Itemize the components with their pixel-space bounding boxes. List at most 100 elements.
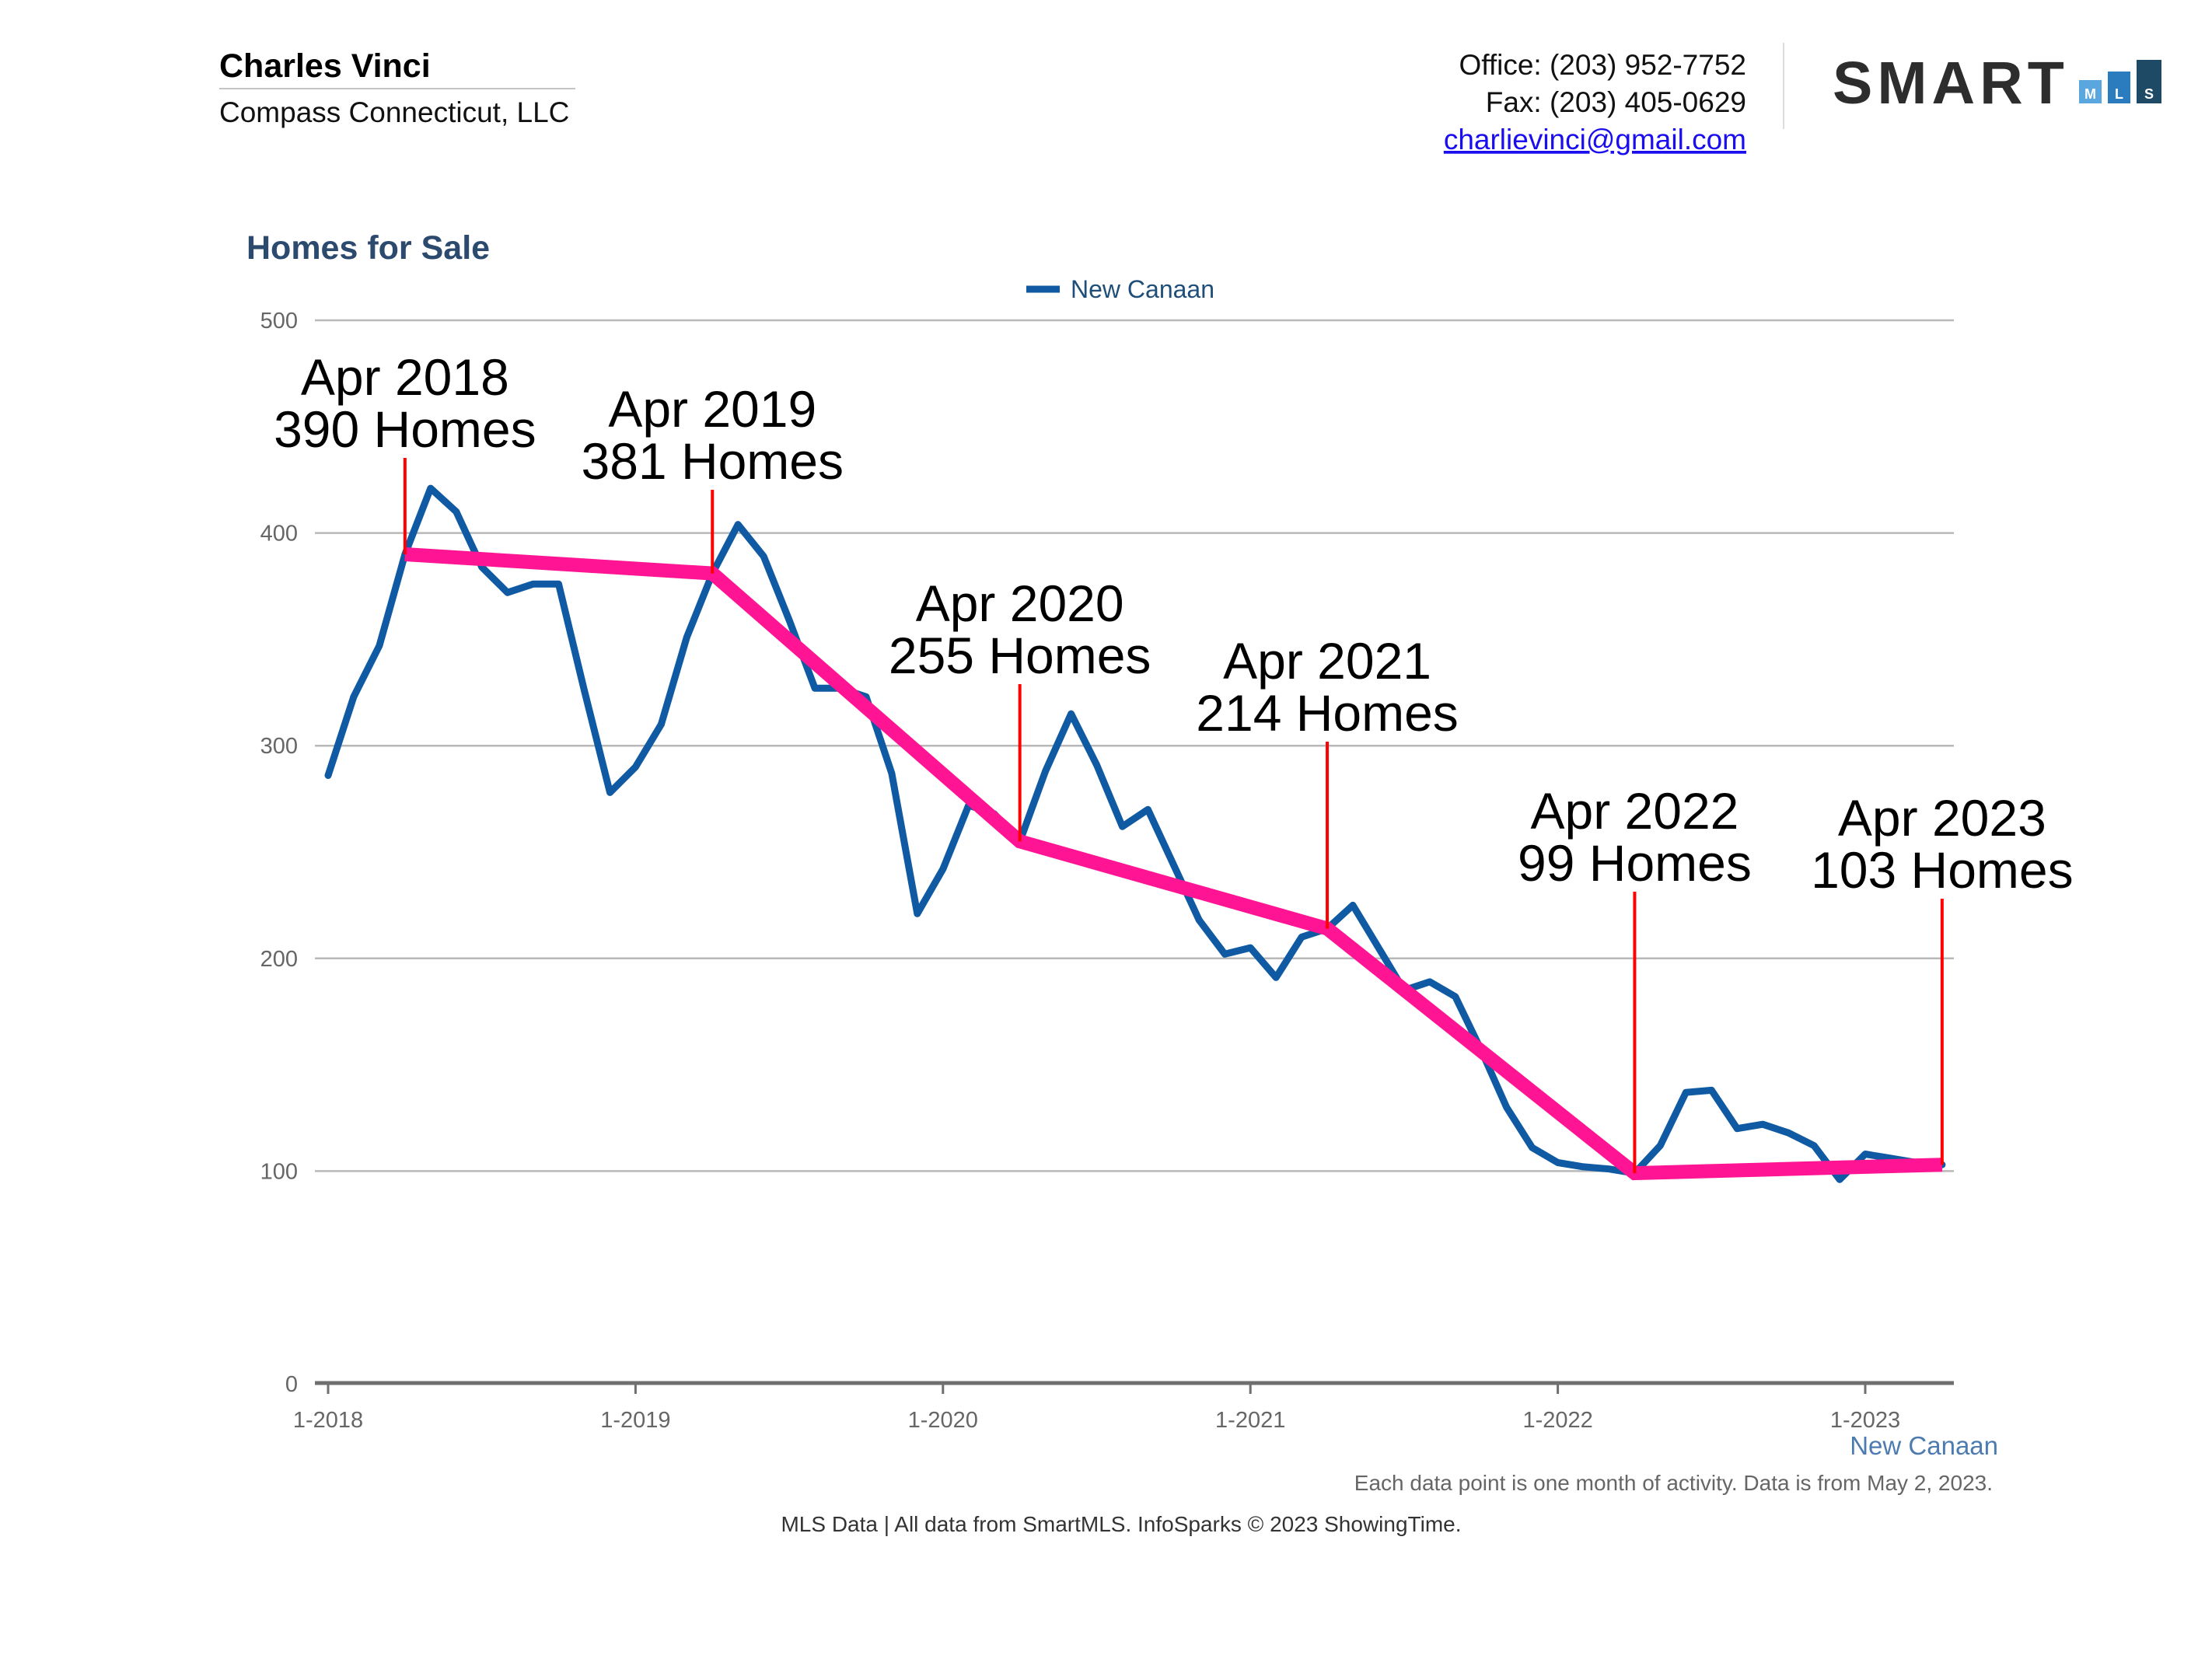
data-point	[1452, 994, 1459, 1000]
data-point	[1683, 1089, 1690, 1096]
data-point	[555, 581, 562, 588]
x-tick-label: 1-2022	[1522, 1408, 1592, 1433]
data-point	[1836, 1176, 1843, 1183]
y-tick-label: 500	[260, 309, 298, 334]
data-point	[658, 721, 665, 728]
data-point	[1144, 806, 1151, 813]
data-point	[1811, 1142, 1818, 1149]
annotation-date-label: Apr 2019	[608, 380, 816, 438]
data-point	[1221, 951, 1228, 958]
data-footnote: Each data point is one month of activity…	[1354, 1471, 1993, 1495]
chart-title: Homes for Sale	[246, 229, 490, 267]
data-point	[1196, 917, 1203, 924]
annotation-date-label: Apr 2022	[1531, 782, 1739, 840]
data-point	[376, 642, 383, 649]
logo-letter-l: L	[2115, 86, 2123, 102]
data-point	[1350, 902, 1356, 909]
x-axis: 1-2018 1-2019 1-2020 1-2021 1-2022 1-2023	[293, 1381, 1954, 1433]
logo-box-l	[2108, 72, 2130, 103]
x-tick-label: 1-2023	[1830, 1408, 1900, 1433]
series-line-new-canaan	[324, 484, 1946, 1183]
annotation-date-label: Apr 2018	[301, 348, 509, 406]
data-point	[786, 616, 793, 623]
data-point	[529, 581, 536, 588]
y-tick-label: 300	[260, 734, 298, 759]
x-axis-series-label: New Canaan	[1850, 1431, 1998, 1460]
logo-wordmark: SMART	[1833, 50, 2069, 117]
contact-block: Office: (203) 952-7752 Fax: (203) 405-06…	[1444, 49, 1746, 155]
data-point	[1580, 1163, 1587, 1170]
y-tick-label: 100	[260, 1159, 298, 1184]
data-point	[939, 865, 946, 872]
data-point	[1042, 768, 1049, 774]
legend-label-new-canaan: New Canaan	[1071, 275, 1214, 303]
data-point	[1708, 1087, 1715, 1094]
legend: New Canaan	[1026, 275, 1214, 303]
trend-line	[404, 547, 1943, 1181]
x-tick-label: 1-2019	[600, 1408, 670, 1433]
data-point	[1247, 945, 1254, 952]
annotation-value-label: 255 Homes	[889, 627, 1151, 684]
data-point	[812, 685, 819, 692]
x-tick-label: 1-2018	[293, 1408, 363, 1433]
data-point	[1093, 761, 1100, 768]
data-point	[606, 789, 613, 796]
data-point	[735, 521, 742, 528]
annotation-value-label: 214 Homes	[1196, 684, 1459, 742]
annotation-value-label: 103 Homes	[1811, 841, 2074, 899]
data-point	[1119, 823, 1126, 830]
office-phone: Office: (203) 952-7752	[1459, 49, 1746, 81]
data-point	[1657, 1142, 1664, 1149]
y-tick-label: 200	[260, 947, 298, 972]
data-point	[581, 687, 588, 694]
data-point	[1298, 934, 1305, 941]
data-point	[427, 485, 434, 492]
fax-number: Fax: (203) 405-0629	[1486, 86, 1746, 118]
data-point	[683, 634, 690, 641]
y-tick-label: 0	[285, 1372, 298, 1397]
data-points	[325, 485, 1945, 1183]
data-point	[453, 508, 460, 515]
data-point	[1529, 1144, 1536, 1151]
company-name: Compass Connecticut, LLC	[219, 96, 569, 128]
annotation-date-label: Apr 2020	[916, 575, 1124, 632]
data-point	[1426, 978, 1433, 985]
annotation-date-label: Apr 2023	[1838, 789, 2046, 847]
x-tick-label: 1-2020	[908, 1408, 978, 1433]
logo-box-s	[2137, 60, 2161, 103]
data-point	[1734, 1125, 1741, 1132]
data-point	[325, 772, 331, 779]
logo-letter-m: M	[2084, 86, 2096, 102]
data-point	[632, 763, 639, 770]
x-tick-label: 1-2021	[1215, 1408, 1285, 1433]
agent-name: Charles Vinci	[219, 47, 431, 85]
logo-letter-s: S	[2144, 86, 2154, 102]
logo-box-m	[2079, 80, 2102, 103]
data-point	[1862, 1151, 1868, 1158]
data-credit: MLS Data | All data from SmartMLS. InfoS…	[781, 1512, 1461, 1536]
annotation-value-label: 390 Homes	[274, 400, 536, 458]
data-point	[1503, 1104, 1510, 1111]
data-point	[1273, 974, 1280, 981]
data-point	[760, 553, 767, 560]
data-point	[888, 770, 895, 777]
data-point	[1759, 1121, 1766, 1128]
grid-lines	[315, 319, 1954, 1172]
email-link[interactable]: charlievinci@gmail.com	[1444, 124, 1746, 155]
data-point	[350, 693, 357, 700]
data-point	[1068, 711, 1075, 718]
data-point	[1554, 1159, 1561, 1166]
data-point	[914, 910, 921, 917]
y-tick-label: 400	[260, 522, 298, 547]
annotation-value-label: 99 Homes	[1518, 834, 1752, 892]
data-point	[1785, 1130, 1792, 1137]
smartmls-logo: SMART M L S	[1833, 50, 2161, 117]
y-axis: 0 100 200 300 400 500	[260, 309, 298, 1397]
agent-header: Charles Vinci Compass Connecticut, LLC	[219, 47, 575, 128]
annotation-date-label: Apr 2021	[1223, 632, 1431, 690]
annotation-value-label: 381 Homes	[581, 432, 844, 490]
homes-for-sale-chart: Homes for Sale New Canaan 0 100 200 300 400 5…	[246, 229, 2074, 1460]
data-point	[1375, 945, 1382, 952]
